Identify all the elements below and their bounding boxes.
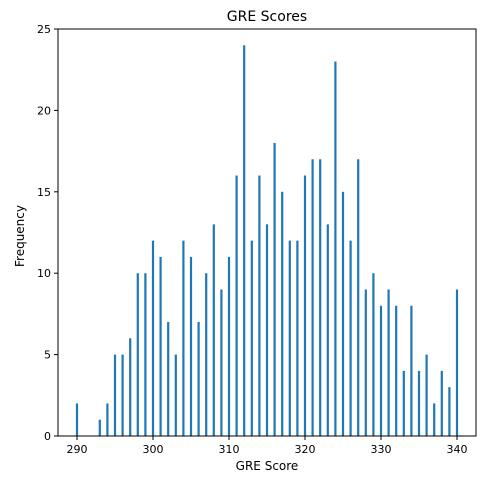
bar-333: [402, 370, 405, 436]
bar-317: [281, 191, 284, 436]
bar-328: [364, 289, 367, 436]
x-tick-label: 310: [219, 443, 240, 456]
bar-335: [417, 370, 421, 436]
y-tick-label: 15: [37, 186, 51, 199]
bar-294: [106, 403, 109, 436]
bar-340: [455, 289, 459, 436]
bar-299: [144, 273, 147, 436]
bar-321: [311, 159, 314, 437]
y-axis-label: Frequency: [13, 205, 27, 267]
bar-326: [349, 240, 352, 436]
bar-293: [98, 419, 101, 436]
chart-title: GRE Scores: [227, 9, 307, 25]
bar-322: [319, 159, 322, 437]
y-tick-label: 20: [37, 104, 51, 117]
bar-290: [75, 403, 79, 436]
bar-310: [227, 256, 231, 436]
bar-300: [151, 240, 155, 436]
bar-339: [448, 387, 451, 436]
bar-323: [326, 224, 329, 436]
bars-group: [75, 45, 459, 437]
bar-316: [273, 142, 276, 436]
y-axis: 0 5 10 15 20 25: [37, 23, 58, 443]
x-tick-label: 290: [67, 443, 88, 456]
y-tick-label: 0: [44, 430, 51, 443]
bar-298: [136, 273, 139, 436]
bar-314: [258, 175, 261, 436]
bar-332: [395, 305, 398, 436]
bar-301: [159, 256, 162, 436]
bar-338: [440, 370, 443, 436]
bar-297: [129, 338, 132, 436]
x-tick-label: 340: [447, 443, 468, 456]
x-axis: 290 300 310 320 330 340: [67, 436, 468, 456]
bar-319: [296, 240, 299, 436]
bar-329: [372, 273, 375, 436]
bar-307: [205, 273, 208, 436]
bar-303: [174, 354, 177, 436]
bar-334: [410, 305, 413, 436]
bar-330: [379, 305, 383, 436]
bar-337: [433, 403, 436, 436]
y-tick-label: 5: [44, 349, 51, 362]
bar-318: [288, 240, 291, 436]
bar-336: [425, 354, 428, 436]
bar-311: [235, 175, 238, 436]
x-tick-label: 300: [143, 443, 164, 456]
bar-312: [243, 45, 246, 436]
x-tick-label: 330: [371, 443, 392, 456]
bar-313: [250, 240, 253, 436]
bar-324: [334, 61, 337, 437]
plot-frame: [57, 28, 477, 437]
bar-320: [303, 175, 307, 436]
y-tick-label: 10: [37, 267, 51, 280]
bar-327: [357, 159, 360, 437]
x-tick-label: 320: [295, 443, 316, 456]
bar-308: [212, 224, 215, 436]
bar-296: [121, 354, 124, 436]
bar-306: [197, 322, 200, 436]
bar-302: [167, 322, 170, 436]
bar-295: [113, 354, 117, 436]
bar-309: [220, 289, 223, 436]
bar-331: [387, 289, 390, 436]
bar-315: [265, 224, 269, 436]
x-axis-label: GRE Score: [236, 459, 299, 473]
y-tick-label: 25: [37, 23, 51, 36]
bar-304: [182, 240, 185, 436]
bar-325: [341, 191, 345, 436]
bar-305: [189, 256, 193, 436]
